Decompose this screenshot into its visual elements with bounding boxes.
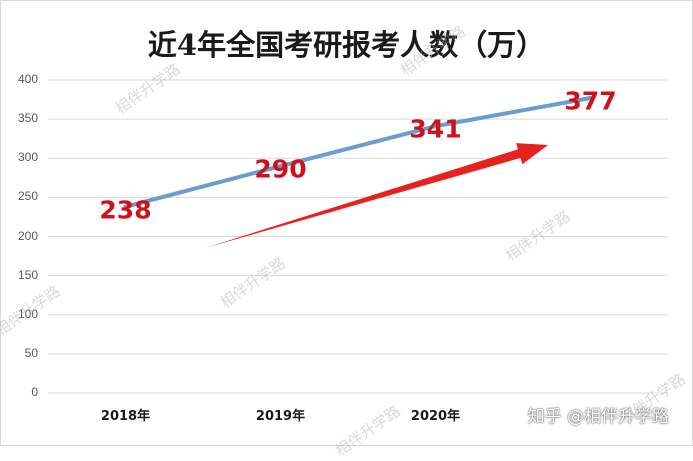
y-tick-label: 0 [31, 385, 38, 399]
y-tick-label: 300 [17, 150, 38, 165]
y-tick-label: 150 [17, 267, 38, 282]
data-point [588, 95, 593, 100]
y-tick-label: 50 [24, 345, 38, 360]
y-tick-label: 400 [17, 72, 38, 86]
source-credit: 知乎 @相伴升学路 [527, 407, 669, 427]
data-label: 341 [409, 114, 462, 144]
data-label: 377 [564, 86, 617, 116]
x-tick-label: 2020年 [410, 409, 461, 424]
x-tick-label: 2019年 [255, 409, 306, 424]
trend-arrow [205, 143, 548, 248]
chart-title: 近4年全国考研报考人数（万） [147, 28, 546, 62]
x-tick-label: 2018年 [100, 409, 151, 424]
y-tick-label: 250 [17, 189, 38, 204]
data-label: 290 [254, 154, 307, 184]
chart-frame [0, 0, 693, 446]
data-point [123, 204, 128, 209]
series-line [123, 95, 593, 209]
chart-plot [48, 79, 668, 394]
y-tick-label: 100 [17, 306, 38, 321]
y-tick-label: 350 [17, 111, 38, 126]
data-label: 238 [99, 195, 152, 225]
data-point [433, 124, 438, 129]
y-tick-label: 200 [17, 228, 38, 243]
data-point [278, 164, 283, 169]
